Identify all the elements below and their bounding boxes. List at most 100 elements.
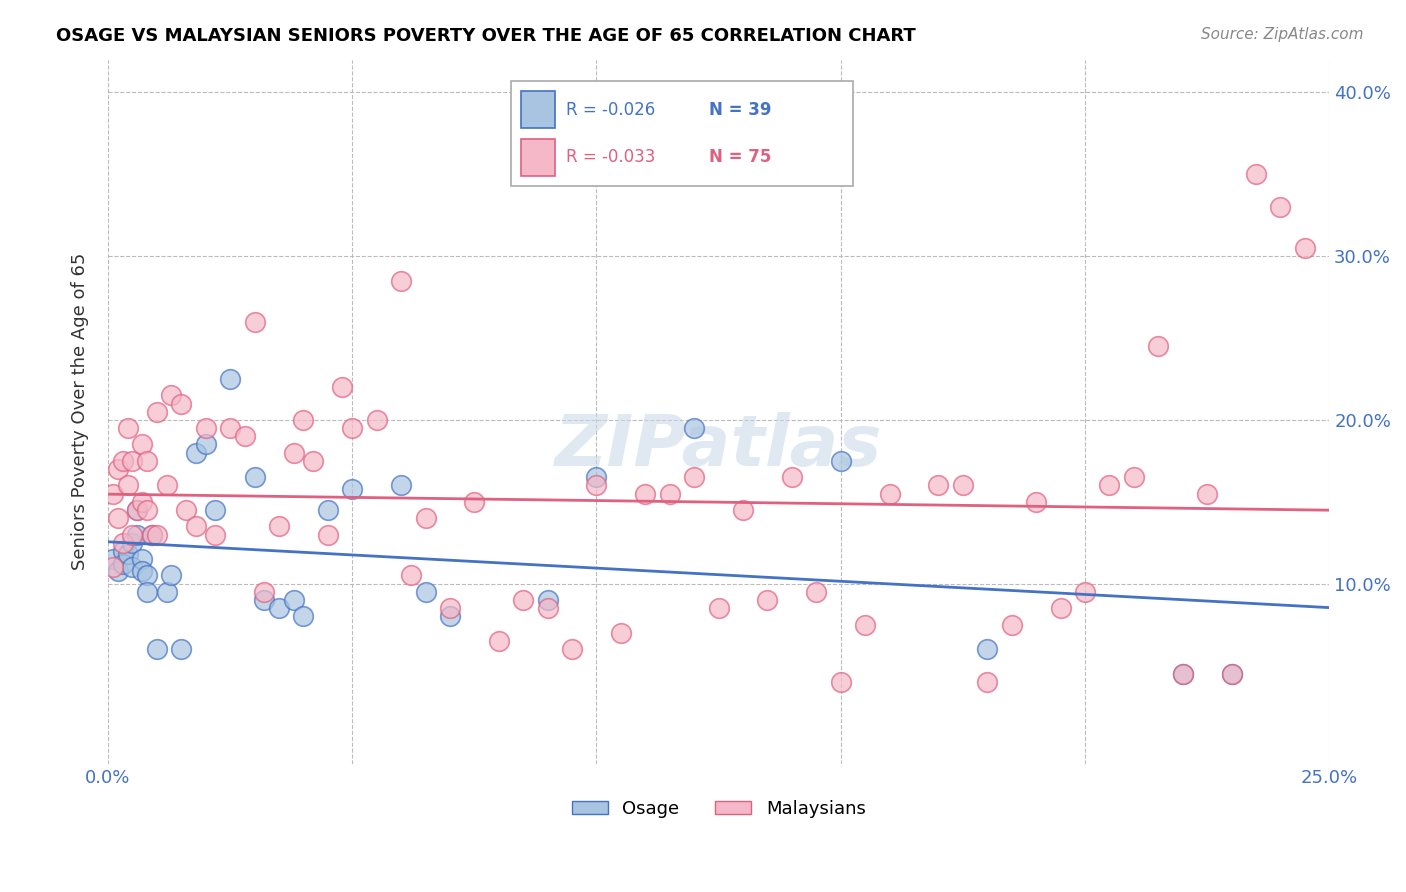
- Point: [121, 535, 143, 549]
- Point: [267, 519, 290, 533]
- Point: [1001, 617, 1024, 632]
- Point: [243, 470, 266, 484]
- Point: [194, 437, 217, 451]
- Point: [1220, 666, 1243, 681]
- Point: [634, 486, 657, 500]
- Point: [292, 413, 315, 427]
- Point: [853, 617, 876, 632]
- Point: [389, 274, 412, 288]
- Point: [399, 568, 422, 582]
- Point: [136, 454, 159, 468]
- Point: [283, 593, 305, 607]
- Point: [131, 495, 153, 509]
- Point: [184, 445, 207, 459]
- Point: [136, 585, 159, 599]
- Point: [332, 380, 354, 394]
- Point: [512, 593, 534, 607]
- Point: [1171, 666, 1194, 681]
- Point: [117, 547, 139, 561]
- Point: [283, 445, 305, 459]
- Point: [366, 413, 388, 427]
- Point: [389, 478, 412, 492]
- Point: [830, 675, 852, 690]
- Point: [1025, 495, 1047, 509]
- Point: [316, 503, 339, 517]
- Point: [463, 495, 485, 509]
- Point: [1147, 339, 1170, 353]
- Point: [879, 486, 901, 500]
- Point: [537, 601, 560, 615]
- Point: [204, 503, 226, 517]
- Point: [316, 527, 339, 541]
- Point: [141, 527, 163, 541]
- Point: [121, 527, 143, 541]
- Legend: Osage, Malaysians: Osage, Malaysians: [564, 793, 873, 825]
- Point: [1098, 478, 1121, 492]
- Point: [585, 470, 607, 484]
- Point: [243, 315, 266, 329]
- Point: [107, 511, 129, 525]
- Point: [219, 421, 242, 435]
- Point: [267, 601, 290, 615]
- Point: [141, 527, 163, 541]
- Point: [1074, 585, 1097, 599]
- Point: [342, 482, 364, 496]
- Point: [780, 470, 803, 484]
- Point: [160, 388, 183, 402]
- Point: [156, 478, 179, 492]
- Point: [537, 593, 560, 607]
- Point: [107, 462, 129, 476]
- Point: [127, 503, 149, 517]
- Point: [127, 527, 149, 541]
- Point: [927, 478, 949, 492]
- Point: [806, 585, 828, 599]
- Text: Source: ZipAtlas.com: Source: ZipAtlas.com: [1201, 27, 1364, 42]
- Point: [683, 470, 706, 484]
- Point: [146, 527, 169, 541]
- Point: [1294, 241, 1316, 255]
- Point: [136, 568, 159, 582]
- Point: [219, 372, 242, 386]
- Point: [302, 454, 325, 468]
- Point: [136, 503, 159, 517]
- Point: [561, 642, 583, 657]
- Point: [488, 634, 510, 648]
- Point: [253, 585, 276, 599]
- Point: [1220, 666, 1243, 681]
- Point: [117, 478, 139, 492]
- Point: [253, 593, 276, 607]
- Text: ZIPatlas: ZIPatlas: [555, 412, 883, 482]
- Point: [683, 421, 706, 435]
- Point: [342, 421, 364, 435]
- Point: [707, 601, 730, 615]
- Text: OSAGE VS MALAYSIAN SENIORS POVERTY OVER THE AGE OF 65 CORRELATION CHART: OSAGE VS MALAYSIAN SENIORS POVERTY OVER …: [56, 27, 915, 45]
- Point: [756, 593, 779, 607]
- Point: [131, 552, 153, 566]
- Point: [131, 437, 153, 451]
- Point: [174, 503, 197, 517]
- Point: [121, 560, 143, 574]
- Point: [160, 568, 183, 582]
- Point: [111, 544, 134, 558]
- Point: [1197, 486, 1219, 500]
- Point: [439, 609, 461, 624]
- Point: [184, 519, 207, 533]
- Y-axis label: Seniors Poverty Over the Age of 65: Seniors Poverty Over the Age of 65: [72, 253, 89, 570]
- Point: [146, 405, 169, 419]
- Point: [194, 421, 217, 435]
- Point: [101, 552, 124, 566]
- Point: [101, 486, 124, 500]
- Point: [170, 396, 193, 410]
- Point: [156, 585, 179, 599]
- Point: [415, 585, 437, 599]
- Point: [610, 625, 633, 640]
- Point: [658, 486, 681, 500]
- Point: [976, 642, 998, 657]
- Point: [111, 535, 134, 549]
- Point: [1244, 167, 1267, 181]
- Point: [731, 503, 754, 517]
- Point: [439, 601, 461, 615]
- Point: [1171, 666, 1194, 681]
- Point: [127, 503, 149, 517]
- Point: [101, 560, 124, 574]
